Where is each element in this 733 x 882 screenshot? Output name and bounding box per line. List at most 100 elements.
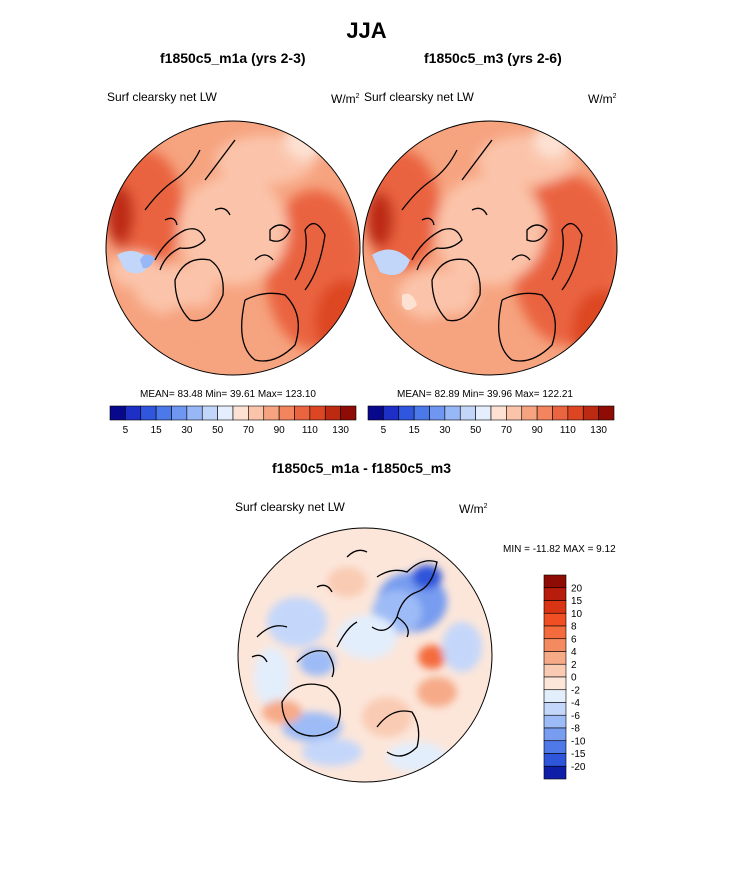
diff-colorbar-box [543, 651, 567, 665]
panel1-colorbar-box [186, 405, 203, 421]
panel1-colorbar-tick: 110 [302, 425, 318, 436]
diff-colorbar-tick: 2 [571, 660, 577, 671]
panel1-colorbar-tick: 5 [123, 425, 129, 436]
diff-colorbar-box [543, 702, 567, 716]
panel2-colorbar-tick: 130 [590, 425, 607, 436]
panel2-colorbar-tick: 5 [381, 425, 387, 436]
diff-colorbar-box [543, 727, 567, 742]
panel1-colorbar-box [248, 405, 265, 421]
panel2-colorbar-tick: 110 [560, 425, 576, 436]
diff-colorbar-box [543, 625, 567, 640]
diff-colorbar-box [543, 714, 567, 729]
panel1-colorbar-box [217, 405, 234, 421]
diff-polar-plot [237, 527, 493, 783]
diff-units-exp: 2 [483, 503, 488, 510]
diff-colorbar-tick: 15 [571, 596, 583, 607]
panel1-colorbar-tick: 130 [332, 425, 349, 436]
diff-units-base: W/m [459, 502, 484, 516]
panel2-colorbar-box [367, 405, 384, 421]
panel1-colorbar-box [263, 405, 280, 421]
panel1-colorbar-tick: 70 [243, 425, 255, 436]
panel2-units: W/m2 [588, 92, 617, 106]
diff-colorbar-tick: 10 [571, 609, 583, 620]
panel2-colorbar-box [429, 405, 446, 421]
diff-colorbar-tick: -4 [571, 698, 580, 709]
panel2-colorbar-box [536, 405, 553, 421]
diff-minmax: MIN = -11.82 MAX = 9.12 [503, 544, 616, 555]
panel2-units-base: W/m [588, 92, 613, 106]
diff-title: f1850c5_m1a - f1850c5_m3 [272, 460, 452, 476]
panel2-colorbar-tick: 70 [501, 425, 513, 436]
panel1-colorbar-box [109, 405, 126, 421]
map2-polar-plot [362, 120, 618, 376]
panel2-colorbar-box [521, 405, 538, 421]
panel1-colorbar-tick: 90 [274, 425, 286, 436]
panel1-colorbar-box [324, 405, 341, 421]
panel2-colorbar-tick: 50 [470, 425, 482, 436]
diff-colorbar-box [543, 765, 567, 780]
panel1-colorbar-box [278, 405, 295, 421]
diff-colorbar-tick: -20 [571, 762, 586, 773]
panel1-colorbar-box [309, 405, 326, 421]
diff-variable: Surf clearsky net LW [235, 500, 345, 514]
panel2-colorbar-tick: 30 [439, 425, 451, 436]
diff-colorbar-tick: 6 [571, 634, 577, 645]
diff-colorbar-box [543, 689, 567, 703]
panel1-colorbar-box [232, 405, 249, 421]
panel1-units: W/m2 [331, 92, 360, 106]
panel2-colorbar-box [475, 405, 492, 421]
panel2-colorbar-box [506, 405, 523, 421]
panel1-colorbar-box [171, 405, 188, 421]
diff-colorbar-box [543, 574, 567, 589]
panel1-colorbar-box [155, 405, 172, 421]
panel1-colorbar-box [125, 405, 142, 421]
diff-colorbar-tick: -6 [571, 711, 580, 722]
panel2-colorbar-box [398, 405, 415, 421]
panel1-units-base: W/m [331, 92, 356, 106]
panel2-colorbar-tick: 90 [532, 425, 544, 436]
diff-colorbar-box [543, 587, 567, 601]
panel1-colorbar-box [140, 405, 157, 421]
diff-colorbar-box [543, 740, 567, 754]
panel2-colorbar: 5 15 30 50 70 90 110 130 [367, 405, 615, 436]
diff-colorbar-box [543, 663, 567, 678]
panel1-stats: MEAN= 83.48 Min= 39.61 Max= 123.10 [140, 389, 316, 400]
panel1-colorbar-box [294, 405, 311, 421]
diff-units: W/m2 [459, 502, 488, 516]
panel2-colorbar-box [459, 405, 476, 421]
diff-colorbar-box [543, 612, 567, 627]
diff-colorbar-box [543, 600, 567, 614]
diff-colorbar-tick: -2 [571, 685, 580, 696]
panel2-colorbar-box [444, 405, 461, 421]
panel2-colorbar-tick: 15 [409, 425, 421, 436]
panel1-colorbar-tick: 30 [181, 425, 193, 436]
diff-colorbar-tick: 20 [571, 583, 583, 594]
panel1-units-exp: 2 [355, 93, 360, 100]
panel2-variable: Surf clearsky net LW [364, 90, 474, 104]
panel1-title: f1850c5_m1a (yrs 2-3) [160, 50, 306, 66]
panel2-colorbar-box [598, 405, 615, 421]
diff-colorbar-box [543, 676, 567, 691]
panel2-title: f1850c5_m3 (yrs 2-6) [424, 50, 562, 66]
diff-colorbar-tick: 4 [571, 647, 577, 658]
panel1-colorbar-box [201, 405, 218, 421]
panel2-colorbar-box [582, 405, 599, 421]
diff-colorbar-box [543, 753, 567, 767]
panel2-colorbar-box [552, 405, 569, 421]
panel1-colorbar: 5 15 30 50 70 90 110 130 [109, 405, 357, 436]
panel2-colorbar-box [413, 405, 430, 421]
panel2-stats: MEAN= 82.89 Min= 39.96 Max= 122.21 [397, 389, 573, 400]
panel1-colorbar-box [340, 405, 357, 421]
panel2-colorbar-box [383, 405, 400, 421]
panel2-colorbar-box [567, 405, 584, 421]
diff-colorbar-tick: 8 [571, 622, 577, 633]
panel1-colorbar-tick: 50 [212, 425, 224, 436]
panel2-units-exp: 2 [612, 93, 617, 100]
map1-polar-plot [105, 120, 361, 376]
diff-colorbar-tick: -15 [571, 749, 586, 760]
panel1-colorbar-tick: 15 [151, 425, 163, 436]
panel1-variable: Surf clearsky net LW [107, 90, 217, 104]
panel2-colorbar-box [490, 405, 507, 421]
diff-colorbar-tick: -8 [571, 724, 580, 735]
